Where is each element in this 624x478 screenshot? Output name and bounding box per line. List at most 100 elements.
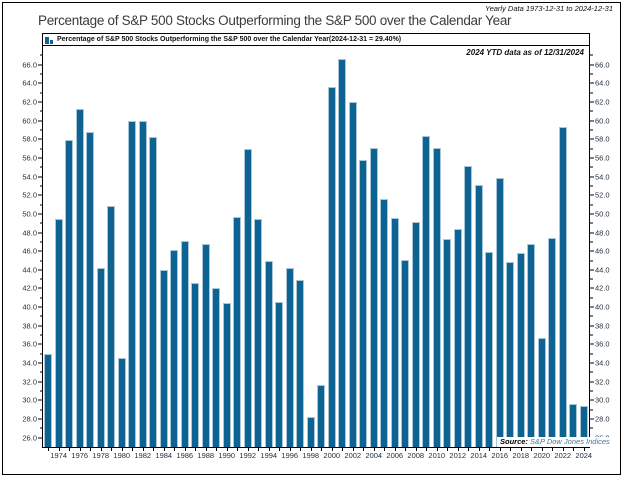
y-axis-labels-right: 26.028.030.032.034.036.038.040.042.044.0… [591,46,624,447]
x-tick [268,448,270,451]
y-minor-tick [590,185,593,187]
x-tick-label: 2016 [491,451,509,460]
y-minor-tick [590,166,593,168]
x-tick [405,448,407,451]
y-minor-tick [39,315,42,317]
y-tick-label: 32.0 [595,377,610,387]
bar-1991 [233,216,242,447]
y-major-tick [590,399,594,401]
chart-title: Percentage of S&P 500 Stocks Outperformi… [38,13,512,28]
bar-2012 [453,228,462,447]
y-major-tick [38,176,42,178]
x-tick-label: 2024 [575,451,593,460]
y-minor-tick [39,73,42,75]
bar-1986 [180,240,189,447]
y-tick-label: 46.0 [595,246,610,256]
y-major-tick [38,250,42,252]
x-tick-label: 1994 [260,451,278,460]
x-tick [237,448,239,451]
y-major-tick [590,250,594,252]
bar-2005 [380,198,389,447]
x-tick [174,448,176,451]
y-major-tick [38,194,42,196]
bar-2011 [443,239,452,447]
bar-2002 [348,101,357,447]
y-major-tick [38,399,42,401]
x-tick [531,448,533,451]
y-tick-label: 38.0 [22,321,37,331]
bar-1989 [212,287,221,447]
y-minor-tick [39,129,42,131]
x-tick-label: 2018 [512,451,530,460]
source-prefix-label: Source: [500,437,528,446]
y-minor-tick [590,390,593,392]
x-tick [289,448,291,451]
y-minor-tick [590,129,593,131]
y-tick-label: 36.0 [22,339,37,349]
bar-1992 [243,148,252,447]
y-major-tick [590,82,594,84]
x-tick-label: 2008 [407,451,425,460]
source-name-label: S&P Dow Jones Indices [530,437,610,446]
y-major-tick [38,381,42,383]
y-tick-label: 46.0 [22,246,37,256]
bar-1999 [317,385,326,447]
bar-2007 [401,259,410,447]
x-tick [552,448,554,451]
bar-1985 [170,250,179,447]
bar-2009 [422,136,431,447]
x-tick [573,448,575,451]
bar-1995 [275,302,284,447]
x-tick [352,448,354,451]
y-tick-label: 62.0 [595,97,610,107]
y-major-tick [590,194,594,196]
y-minor-tick [39,185,42,187]
y-major-tick [590,269,594,271]
x-tick [510,448,512,451]
y-minor-tick [39,260,42,261]
y-minor-tick [39,54,42,56]
bar-1976 [75,109,84,447]
x-tick-label: 2022 [554,451,572,460]
y-minor-tick [39,278,42,280]
x-tick-label: 1988 [197,451,215,460]
x-tick [457,448,459,451]
y-major-tick [590,120,594,122]
y-major-tick [38,325,42,327]
x-tick [111,448,113,451]
bar-2024 [579,405,588,447]
bar-1979 [107,206,116,447]
bar-2017 [506,262,515,447]
y-major-tick [590,232,594,234]
y-minor-tick [39,166,42,168]
y-minor-tick [590,73,593,75]
y-tick-label: 64.0 [22,78,37,88]
bar-2001 [338,59,347,447]
x-tick [447,448,449,451]
y-minor-tick [39,409,42,411]
y-tick-label: 60.0 [595,116,610,126]
y-tick-label: 66.0 [22,60,37,70]
x-tick-label: 2012 [449,451,467,460]
bar-2022 [558,127,567,447]
y-major-tick [590,176,594,178]
bar-2006 [390,217,399,447]
y-minor-tick [590,110,593,112]
plot-area [43,46,589,447]
bar-1998 [306,417,315,447]
y-minor-tick [39,353,42,355]
y-minor-tick [590,409,593,411]
bar-2023 [569,404,578,447]
y-major-tick [38,120,42,122]
x-tick [216,448,218,451]
x-tick [226,448,228,451]
y-major-tick [590,157,594,159]
bar-2016 [495,178,504,447]
x-axis-labels: 1974 1976 1978 1980 1982 1984 1986 1988 1990 1992… [43,451,593,462]
bar-2000 [327,87,336,447]
x-tick [300,448,302,451]
y-minor-tick [590,204,593,206]
bar-1981 [128,120,137,447]
y-major-tick [38,101,42,103]
